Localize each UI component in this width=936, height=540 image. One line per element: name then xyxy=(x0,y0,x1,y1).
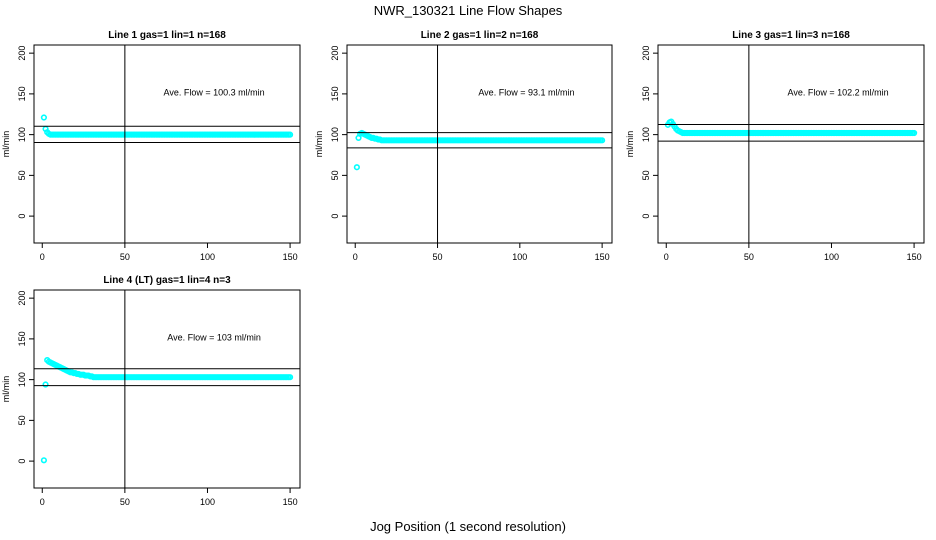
y-axis-label: ml/min xyxy=(625,131,635,158)
panel-1: Line 1 gas=1 lin=1 n=168 ml/min Ave. Flow … xyxy=(1,30,301,262)
x-tick-label: 150 xyxy=(283,252,298,262)
x-tick-label: 100 xyxy=(824,252,839,262)
y-tick-label: 200 xyxy=(641,46,651,61)
y-tick-label: 150 xyxy=(17,331,27,346)
y-tick-label: 200 xyxy=(17,46,27,61)
x-tick-label: 100 xyxy=(512,252,527,262)
data-point xyxy=(40,457,48,464)
y-axis-label: ml/min xyxy=(1,131,11,158)
panel-title: Line 1 gas=1 lin=1 n=168 xyxy=(108,30,226,41)
plot-frame xyxy=(657,44,925,244)
x-tick-label: 100 xyxy=(200,497,215,507)
x-tick-label: 0 xyxy=(353,252,358,262)
data-point xyxy=(42,381,49,388)
panel-4: Line 4 (LT) gas=1 lin=4 n=3 ml/min Ave. Fl… xyxy=(1,275,301,507)
y-axis-label: ml/min xyxy=(1,376,11,403)
y-tick-label: 150 xyxy=(641,86,651,101)
x-tick-label: 50 xyxy=(433,252,443,262)
average-annotation: Ave. Flow = 93.1 ml/min xyxy=(478,88,574,98)
data-point xyxy=(286,374,294,381)
plot-frame xyxy=(33,289,301,489)
panel-3: Line 3 gas=1 lin=3 n=168 ml/min Ave. Flow … xyxy=(625,30,925,262)
data-point xyxy=(599,137,606,144)
data-point xyxy=(353,164,360,171)
y-tick-label: 100 xyxy=(17,127,27,142)
y-tick-label: 100 xyxy=(330,127,340,142)
x-tick-label: 50 xyxy=(120,252,130,262)
y-tick-label: 0 xyxy=(17,214,27,219)
x-tick-label: 0 xyxy=(40,497,45,507)
x-tick-label: 150 xyxy=(907,252,922,262)
y-tick-label: 100 xyxy=(17,372,27,387)
average-annotation: Ave. Flow = 103 ml/min xyxy=(167,333,261,343)
panel-title: Line 4 (LT) gas=1 lin=4 n=3 xyxy=(103,275,231,286)
average-annotation: Ave. Flow = 102.2 ml/min xyxy=(788,88,889,98)
x-tick-label: 0 xyxy=(664,252,669,262)
y-tick-label: 200 xyxy=(17,291,27,306)
x-tick-label: 50 xyxy=(744,252,754,262)
x-tick-label: 150 xyxy=(595,252,610,262)
y-tick-label: 100 xyxy=(641,127,651,142)
data-point xyxy=(286,131,294,138)
data-point xyxy=(910,129,918,137)
plot-frame xyxy=(33,44,301,244)
average-annotation: Ave. Flow = 100.3 ml/min xyxy=(164,88,265,98)
data-point xyxy=(40,114,48,121)
x-tick-label: 100 xyxy=(200,252,215,262)
y-axis-label: ml/min xyxy=(314,131,324,158)
y-tick-label: 150 xyxy=(330,86,340,101)
panel-title: Line 2 gas=1 lin=2 n=168 xyxy=(421,30,539,41)
y-tick-label: 200 xyxy=(330,46,340,61)
y-tick-label: 50 xyxy=(330,170,340,180)
panel-2: Line 2 gas=1 lin=2 n=168 ml/min Ave. Flow … xyxy=(314,30,613,262)
x-tick-label: 50 xyxy=(120,497,130,507)
figure-title: NWR_130321 Line Flow Shapes xyxy=(374,3,563,18)
x-tick-label: 0 xyxy=(40,252,45,262)
x-axis-label: Jog Position (1 second resolution) xyxy=(370,519,566,534)
y-tick-label: 150 xyxy=(17,86,27,101)
y-tick-label: 0 xyxy=(17,459,27,464)
plot-frame xyxy=(346,44,613,244)
x-tick-label: 150 xyxy=(283,497,298,507)
y-tick-label: 50 xyxy=(17,415,27,425)
y-tick-label: 0 xyxy=(330,214,340,219)
y-tick-label: 50 xyxy=(17,170,27,180)
y-tick-label: 50 xyxy=(641,170,651,180)
y-tick-label: 0 xyxy=(641,214,651,219)
panel-title: Line 3 gas=1 lin=3 n=168 xyxy=(732,30,850,41)
